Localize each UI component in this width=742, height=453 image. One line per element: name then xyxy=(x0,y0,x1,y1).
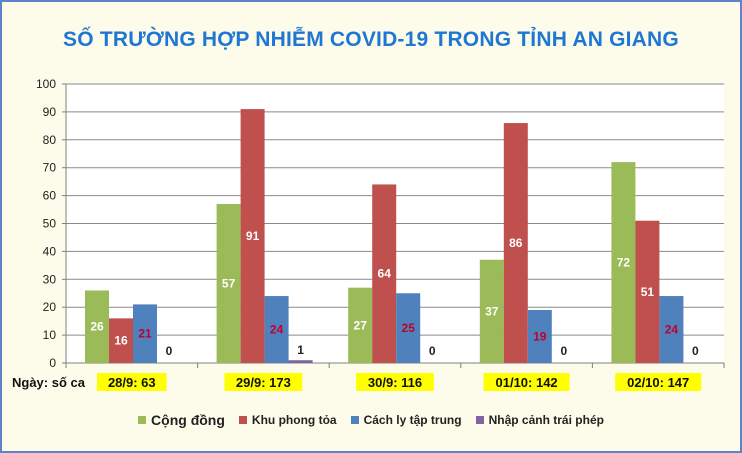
y-tick-label: 30 xyxy=(43,272,57,286)
y-tick-label: 90 xyxy=(43,105,57,119)
data-label: 24 xyxy=(665,323,679,337)
category-label: 29/9: 173 xyxy=(236,375,291,390)
data-label: 21 xyxy=(138,327,152,341)
bar-cộng-đồng xyxy=(216,203,241,363)
y-tick-label: 40 xyxy=(43,244,57,258)
data-label: 0 xyxy=(166,344,173,358)
bar-cách-ly-tập-trung xyxy=(659,296,684,363)
data-label: 86 xyxy=(509,236,523,250)
y-tick-label: 70 xyxy=(43,161,57,175)
data-label: 27 xyxy=(354,318,368,332)
legend-label: Cách ly tập trung xyxy=(363,413,462,427)
chart-title: SỐ TRƯỜNG HỢP NHIỄM COVID-19 TRONG TỈNH … xyxy=(63,28,679,51)
data-label: 0 xyxy=(429,344,436,358)
legend-swatch xyxy=(350,416,359,424)
chart-legend: Cộng đồng Khu phong tỏa Cách ly tập trung N… xyxy=(2,412,740,428)
y-tick-label: 80 xyxy=(43,133,57,147)
data-label: 72 xyxy=(617,256,631,270)
bar-khu-phong-tỏa xyxy=(109,318,133,363)
x-axis-label: Ngày: số ca xyxy=(12,375,86,390)
data-label: 51 xyxy=(641,285,655,299)
bar-cộng-đồng xyxy=(85,290,109,363)
category-highlight xyxy=(97,373,167,391)
category-highlight xyxy=(224,373,303,391)
category-label: 30/9: 116 xyxy=(368,375,422,390)
bar-khu-phong-tỏa xyxy=(372,184,397,363)
category-label: 01/10: 142 xyxy=(496,375,558,390)
bar-cộng-đồng xyxy=(348,287,373,363)
data-label: 1 xyxy=(297,343,304,357)
y-tick-label: 100 xyxy=(36,77,56,91)
legend-swatch xyxy=(475,416,484,424)
bar-khu-phong-tỏa xyxy=(503,123,528,363)
data-label: 0 xyxy=(560,344,567,358)
category-label: 28/9: 63 xyxy=(108,375,156,390)
y-tick-label: 10 xyxy=(43,328,57,342)
data-label: 37 xyxy=(485,304,499,318)
y-tick-label: 0 xyxy=(49,356,56,370)
legend-item: Nhập cảnh trái phép xyxy=(475,412,604,428)
data-label: 0 xyxy=(692,344,699,358)
category-highlight xyxy=(615,373,702,391)
data-label: 25 xyxy=(402,321,416,335)
category-highlight xyxy=(483,373,570,391)
y-tick-label: 60 xyxy=(43,189,57,203)
legend-item: Cách ly tập trung xyxy=(350,412,462,428)
legend-swatch xyxy=(138,416,147,424)
legend-label: Nhập cảnh trái phép xyxy=(488,413,604,427)
data-label: 24 xyxy=(270,323,284,337)
bar-cộng-đồng xyxy=(479,259,504,363)
bar-cách-ly-tập-trung xyxy=(396,293,421,363)
data-label: 64 xyxy=(378,267,392,281)
legend-label: Khu phong tỏa xyxy=(251,413,337,427)
bar-cách-ly-tập-trung xyxy=(133,304,157,363)
legend-label: Cộng đồng xyxy=(151,412,225,428)
bar-cách-ly-tập-trung xyxy=(264,296,289,363)
y-tick-label: 20 xyxy=(43,300,57,314)
data-label: 57 xyxy=(222,276,236,290)
data-label: 16 xyxy=(114,334,128,348)
bar-khu-phong-tỏa xyxy=(240,109,265,363)
bar-nhập-cảnh-trái-phép xyxy=(288,360,313,363)
data-label: 19 xyxy=(533,329,547,343)
legend-item: Khu phong tỏa xyxy=(238,412,337,428)
legend-item: Cộng đồng xyxy=(138,412,225,428)
bar-cộng-đồng xyxy=(611,162,636,363)
category-highlight xyxy=(356,373,434,391)
bar-cách-ly-tập-trung xyxy=(527,309,552,363)
category-label: 02/10: 147 xyxy=(627,375,689,390)
legend-swatch xyxy=(238,416,247,424)
data-label: 26 xyxy=(90,320,104,334)
data-label: 91 xyxy=(246,229,260,243)
bar-khu-phong-tỏa xyxy=(635,220,660,363)
y-tick-label: 50 xyxy=(43,217,57,231)
